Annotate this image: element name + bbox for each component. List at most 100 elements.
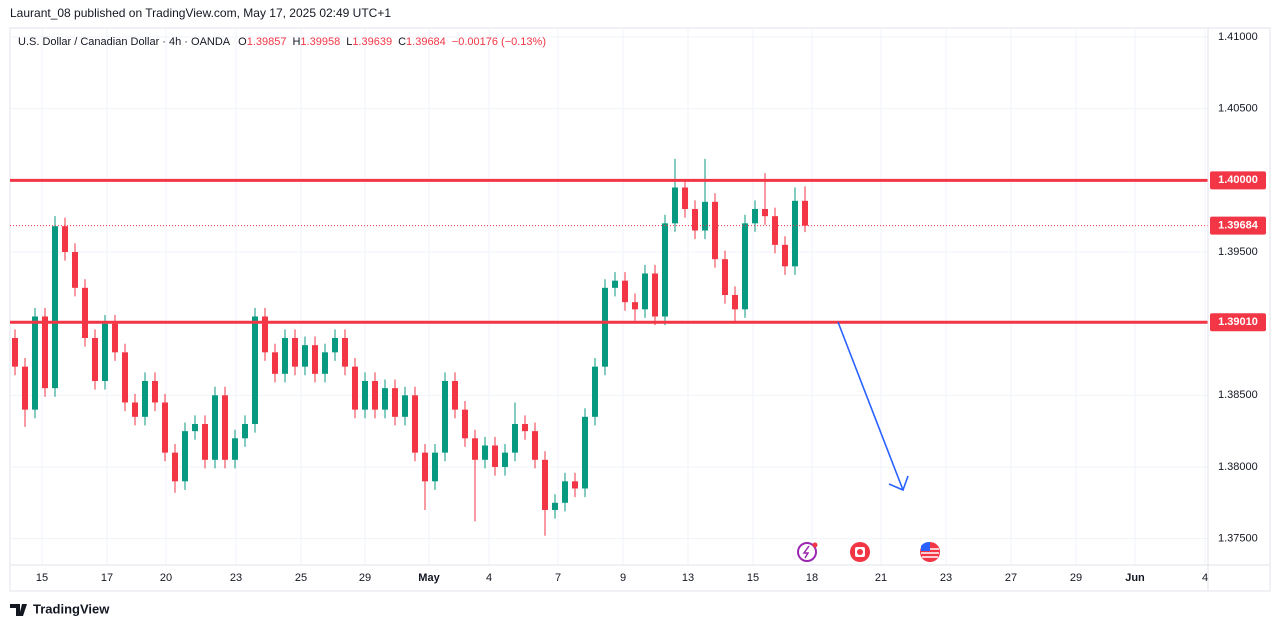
level-label: 1.39010 (1218, 316, 1258, 328)
symbol: U.S. Dollar / Canadian Dollar · 4h · OAN… (18, 36, 231, 48)
x-tick-label: May (418, 572, 440, 584)
candle-body (162, 402, 168, 453)
candle-body (452, 380, 458, 410)
candle-body (42, 316, 48, 389)
candle-body (62, 226, 68, 253)
candle-body (442, 380, 448, 453)
candle-body (242, 423, 248, 439)
candle-body (222, 395, 228, 460)
x-tick-label: 21 (875, 572, 887, 584)
level-label-box (1210, 171, 1266, 190)
x-tick-label: 18 (806, 572, 818, 584)
axes: 1.410001.405001.400001.395001.390001.385… (36, 31, 1266, 584)
candle-body (412, 395, 418, 453)
candle-body (92, 337, 98, 381)
candle-body (702, 201, 708, 231)
ohlc-value: 1.39958 (300, 36, 340, 48)
candle-body (512, 423, 518, 453)
event-icons (797, 541, 940, 562)
candle-body (232, 438, 238, 460)
y-tick-label: 1.40500 (1218, 103, 1258, 115)
candle-body (102, 323, 108, 381)
candle-body (472, 438, 478, 460)
x-tick-label: Jun (1125, 572, 1145, 584)
candle-body (432, 452, 438, 482)
candle-body (392, 388, 398, 417)
candle-body (332, 337, 338, 353)
candle-body (772, 216, 778, 245)
x-tick-label: 9 (620, 572, 626, 584)
candle-body (282, 337, 288, 374)
x-tick-label: 29 (359, 572, 371, 584)
candle-body (692, 209, 698, 231)
x-tick-label: 17 (101, 572, 113, 584)
last-price-label: 1.39684 (1218, 220, 1259, 232)
x-tick-label: 4 (1202, 572, 1208, 584)
candle-body (642, 273, 648, 310)
candle-body (782, 244, 788, 267)
candle-body (192, 423, 198, 432)
candle-body (622, 280, 628, 303)
candle-body (252, 316, 258, 424)
candle-body (402, 395, 408, 417)
candle-body (342, 337, 348, 367)
candle-body (542, 459, 548, 510)
candle-body (132, 402, 138, 417)
event-icon (921, 541, 930, 551)
candle-body (322, 352, 328, 374)
x-tick-label: 23 (230, 572, 242, 584)
candle-body (532, 431, 538, 460)
marks (10, 158, 1208, 536)
candle-body (362, 380, 368, 410)
logo (10, 604, 27, 616)
y-tick-label: 1.39500 (1218, 246, 1258, 258)
candle-body (742, 223, 748, 310)
candle-body (212, 395, 218, 460)
candle-body (752, 209, 758, 224)
y-tick-label: 1.37500 (1218, 533, 1258, 545)
ohlc-value: 1.39857 (247, 36, 287, 48)
candle-body (302, 345, 308, 367)
footer-logo (10, 604, 27, 616)
candle-body (52, 226, 58, 389)
ohlc-letter: H (292, 36, 300, 48)
level-label: 1.40000 (1218, 174, 1258, 186)
x-tick-label: 23 (940, 572, 952, 584)
candle-body (502, 452, 508, 467)
candle-body (572, 481, 578, 489)
ohlc-value: 1.39684 (406, 36, 446, 48)
x-tick-label: 15 (747, 572, 759, 584)
x-tick-label: 29 (1070, 572, 1082, 584)
change: −0.00176 (−0.13%) (452, 36, 546, 48)
event-icon (797, 542, 817, 562)
candle-body (492, 445, 498, 467)
candle-body (82, 287, 88, 338)
candle-body (602, 287, 608, 367)
candle-body (72, 252, 78, 288)
candle-body (292, 337, 298, 367)
y-tick-label: 1.38500 (1218, 389, 1258, 401)
x-tick-label: 25 (295, 572, 307, 584)
event-icon (812, 542, 818, 548)
frame (9, 27, 1271, 592)
ohlc-letter: L (346, 36, 352, 48)
level-label-box (1210, 313, 1266, 332)
candle-body (12, 337, 18, 367)
publisher: Laurant_08 published on TradingView.com,… (10, 6, 391, 20)
candle-body (172, 452, 178, 482)
y-tick-label: 1.38000 (1218, 461, 1258, 473)
candle-body (582, 416, 588, 489)
y-tick-label: 1.41000 (1218, 31, 1258, 43)
event-icon (802, 545, 810, 559)
candle-body (792, 200, 798, 267)
x-tick-label: 4 (486, 572, 492, 584)
candle-body (262, 316, 268, 353)
x-tick-label: 20 (160, 572, 172, 584)
candle-body (122, 352, 128, 403)
last-price-box (1210, 216, 1266, 235)
candle-body (312, 345, 318, 374)
candle-body (762, 209, 768, 217)
candle-body (462, 409, 468, 439)
candle-body (32, 316, 38, 410)
candle-body (732, 294, 738, 310)
